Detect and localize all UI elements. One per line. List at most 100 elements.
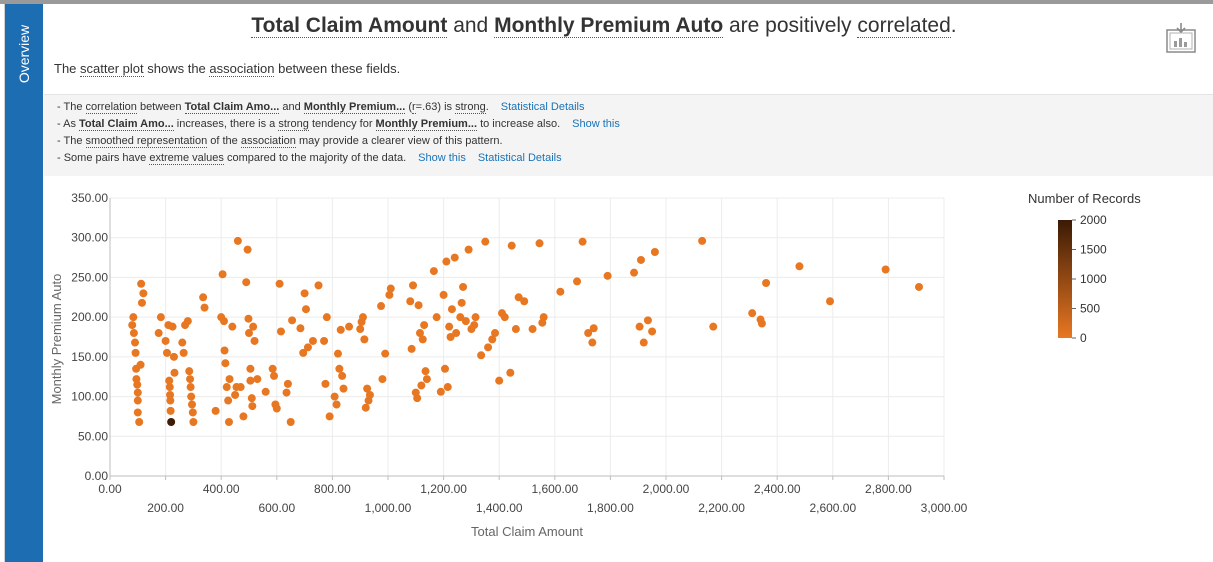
data-point[interactable]: [335, 364, 344, 373]
data-point[interactable]: [556, 287, 565, 296]
data-point[interactable]: [167, 417, 176, 426]
data-point[interactable]: [381, 349, 390, 358]
data-point[interactable]: [245, 329, 253, 338]
insight-text[interactable]: strong: [278, 118, 309, 131]
data-point[interactable]: [507, 241, 516, 250]
subline-scatter-plot[interactable]: scatter plot: [80, 61, 144, 77]
data-point[interactable]: [429, 267, 438, 276]
data-point[interactable]: [322, 313, 331, 322]
data-point[interactable]: [199, 293, 208, 302]
data-point[interactable]: [500, 313, 509, 322]
data-point[interactable]: [137, 279, 146, 288]
data-point[interactable]: [488, 335, 497, 344]
data-point[interactable]: [447, 305, 456, 314]
data-point[interactable]: [456, 313, 465, 322]
headline-field-x[interactable]: Total Claim Amount: [251, 14, 448, 38]
data-point[interactable]: [446, 333, 455, 341]
data-point[interactable]: [709, 322, 718, 331]
data-point[interactable]: [246, 376, 255, 385]
data-point[interactable]: [222, 383, 231, 392]
insight-text[interactable]: correlation: [85, 101, 137, 114]
data-point[interactable]: [156, 313, 165, 322]
data-point[interactable]: [748, 309, 757, 318]
data-point[interactable]: [417, 381, 426, 390]
data-point[interactable]: [239, 412, 248, 421]
data-point[interactable]: [321, 379, 330, 388]
data-point[interactable]: [377, 302, 386, 311]
data-point[interactable]: [432, 313, 441, 322]
data-point[interactable]: [358, 313, 367, 322]
data-point[interactable]: [336, 325, 345, 334]
data-point[interactable]: [200, 303, 209, 312]
data-point[interactable]: [186, 375, 195, 384]
data-point[interactable]: [248, 402, 257, 411]
data-point[interactable]: [457, 298, 466, 307]
data-point[interactable]: [413, 394, 422, 403]
data-point[interactable]: [635, 322, 644, 331]
data-point[interactable]: [407, 344, 416, 353]
data-point[interactable]: [762, 278, 771, 287]
data-point[interactable]: [250, 336, 259, 345]
data-point[interactable]: [225, 375, 234, 384]
data-point[interactable]: [154, 329, 163, 338]
data-point[interactable]: [231, 390, 240, 399]
data-point[interactable]: [795, 262, 804, 271]
data-point[interactable]: [481, 237, 490, 246]
data-point[interactable]: [236, 383, 245, 392]
insight-text[interactable]: Monthly Premium...: [303, 101, 406, 114]
data-point[interactable]: [303, 343, 312, 352]
data-point[interactable]: [418, 335, 427, 344]
insight-link[interactable]: Show this: [418, 152, 466, 164]
data-point[interactable]: [477, 351, 486, 360]
data-point[interactable]: [440, 364, 449, 373]
data-point[interactable]: [914, 282, 923, 291]
data-point[interactable]: [345, 322, 354, 331]
data-point[interactable]: [246, 364, 255, 373]
data-point[interactable]: [242, 278, 251, 287]
data-point[interactable]: [415, 329, 424, 338]
insight-link[interactable]: Show this: [572, 118, 620, 130]
data-point[interactable]: [268, 364, 277, 373]
data-point[interactable]: [603, 271, 612, 280]
data-point[interactable]: [220, 346, 229, 355]
data-point[interactable]: [253, 375, 262, 384]
data-point[interactable]: [881, 265, 890, 274]
data-point[interactable]: [128, 321, 137, 330]
data-point[interactable]: [228, 322, 237, 331]
data-point[interactable]: [452, 329, 461, 338]
data-point[interactable]: [630, 268, 639, 277]
data-point[interactable]: [520, 297, 529, 306]
insight-link[interactable]: Statistical Details: [500, 101, 585, 113]
data-point[interactable]: [185, 367, 194, 376]
data-point[interactable]: [320, 336, 329, 345]
data-point[interactable]: [224, 396, 233, 405]
insight-text[interactable]: smoothed representation: [85, 135, 208, 148]
export-report-icon[interactable]: [1166, 22, 1196, 54]
data-point[interactable]: [233, 236, 242, 245]
data-point[interactable]: [330, 392, 339, 401]
data-point[interactable]: [129, 313, 138, 322]
data-point[interactable]: [421, 367, 430, 376]
data-point[interactable]: [826, 297, 835, 306]
insight-text[interactable]: strong: [455, 101, 486, 114]
data-point[interactable]: [187, 392, 196, 401]
data-point[interactable]: [365, 390, 374, 399]
data-point[interactable]: [133, 380, 142, 389]
data-point[interactable]: [301, 305, 310, 314]
data-point[interactable]: [470, 321, 479, 330]
data-point[interactable]: [133, 396, 142, 405]
headline-correlated[interactable]: correlated: [857, 14, 951, 38]
data-point[interactable]: [166, 406, 175, 415]
data-point[interactable]: [409, 281, 418, 290]
data-point[interactable]: [224, 417, 233, 426]
data-point[interactable]: [506, 368, 515, 377]
data-point[interactable]: [757, 319, 766, 328]
data-point[interactable]: [414, 301, 423, 310]
data-point[interactable]: [363, 384, 372, 393]
data-point[interactable]: [333, 349, 342, 358]
data-point[interactable]: [325, 412, 334, 421]
insight-text[interactable]: Monthly Premium...: [375, 118, 478, 131]
data-point[interactable]: [588, 338, 597, 347]
data-point[interactable]: [275, 279, 284, 288]
data-point[interactable]: [361, 403, 370, 412]
